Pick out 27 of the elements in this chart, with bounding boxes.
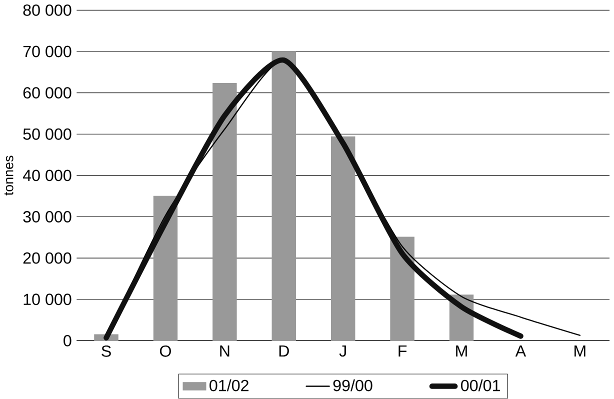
x-tick-label: A xyxy=(515,346,526,357)
bar xyxy=(330,136,356,342)
y-tick-label: 20 000 xyxy=(23,252,72,264)
bar xyxy=(390,236,414,342)
y-tick-label: 50 000 xyxy=(23,128,72,140)
y-tick-label: 80 000 xyxy=(23,4,72,16)
y-tick-label: 10 000 xyxy=(24,294,72,306)
legend-label: 00/01 xyxy=(461,380,500,392)
y-axis-title: tonnes xyxy=(4,156,14,196)
y-tick-label: 70 000 xyxy=(23,46,72,58)
x-tick-label: O xyxy=(160,346,171,357)
x-tick-label: D xyxy=(279,346,289,357)
x-tick-label: N xyxy=(220,346,230,357)
x-tick-label: J xyxy=(339,346,346,357)
bar xyxy=(212,83,237,342)
y-tick-label: 40 000 xyxy=(22,170,72,182)
x-tick-label: M xyxy=(574,346,586,357)
y-tick-label: 0 xyxy=(64,335,72,347)
bar xyxy=(153,196,178,342)
legend-label: 01/02 xyxy=(210,380,248,392)
x-tick-label: M xyxy=(456,346,467,357)
x-tick-label: S xyxy=(102,346,111,357)
bar xyxy=(272,51,296,342)
y-tick-label: 60 000 xyxy=(23,87,72,99)
x-tick-label: F xyxy=(398,346,407,357)
legend-label: 99/00 xyxy=(333,380,372,392)
y-tick-label: 30 000 xyxy=(23,211,72,223)
